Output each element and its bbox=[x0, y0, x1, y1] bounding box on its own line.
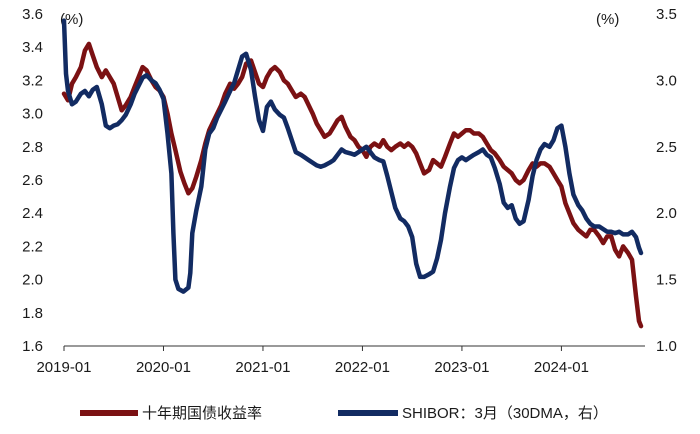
right-axis-ticks: 3.5 3.0 2.5 2.0 1.5 1.0 bbox=[656, 6, 677, 355]
right-axis-unit: (%) bbox=[596, 11, 619, 28]
series-lines bbox=[61, 18, 644, 329]
x-tick-label: 2023-01 bbox=[434, 359, 489, 376]
series-line-10y-yield bbox=[61, 41, 644, 329]
right-tick-label: 1.5 bbox=[656, 272, 677, 289]
right-tick-label: 1.0 bbox=[656, 338, 677, 355]
left-tick-label: 2.6 bbox=[22, 172, 43, 189]
left-axis-ticks: 3.6 3.4 3.2 3.0 2.8 2.6 2.4 2.2 2.0 1.8 1.6 bbox=[22, 6, 43, 355]
x-tick-label: 2022-01 bbox=[335, 359, 390, 376]
x-tick-label: 2021-01 bbox=[235, 359, 290, 376]
x-tick-label: 2024-01 bbox=[534, 359, 589, 376]
legend-label-yield: 十年期国债收益率 bbox=[142, 405, 262, 422]
right-tick-label: 3.0 bbox=[656, 72, 677, 89]
legend-label-shibor: SHIBOR：3月（30DMA，右） bbox=[402, 405, 608, 422]
left-tick-label: 1.6 bbox=[22, 338, 43, 355]
left-tick-label: 3.0 bbox=[22, 106, 43, 123]
right-tick-label: 2.0 bbox=[656, 205, 677, 222]
x-tick-label: 2019-01 bbox=[36, 359, 91, 376]
series-line-shibor-3m bbox=[61, 18, 644, 294]
left-tick-label: 2.2 bbox=[22, 238, 43, 255]
left-tick-label: 3.2 bbox=[22, 72, 43, 89]
x-tick-label: 2020-01 bbox=[136, 359, 191, 376]
left-tick-label: 2.4 bbox=[22, 205, 43, 222]
left-tick-label: 3.6 bbox=[22, 6, 43, 23]
left-tick-label: 2.0 bbox=[22, 272, 43, 289]
left-tick-label: 2.8 bbox=[22, 139, 43, 156]
legend: 十年期国债收益率 SHIBOR：3月（30DMA，右） bbox=[80, 405, 608, 422]
left-tick-label: 3.4 bbox=[22, 39, 43, 56]
left-tick-label: 1.8 bbox=[22, 305, 43, 322]
x-axis-ticks: 2019-01 2020-01 2021-01 2022-01 2023-01 2024-… bbox=[36, 346, 589, 376]
right-tick-label: 2.5 bbox=[656, 139, 677, 156]
right-tick-label: 3.5 bbox=[656, 6, 677, 23]
